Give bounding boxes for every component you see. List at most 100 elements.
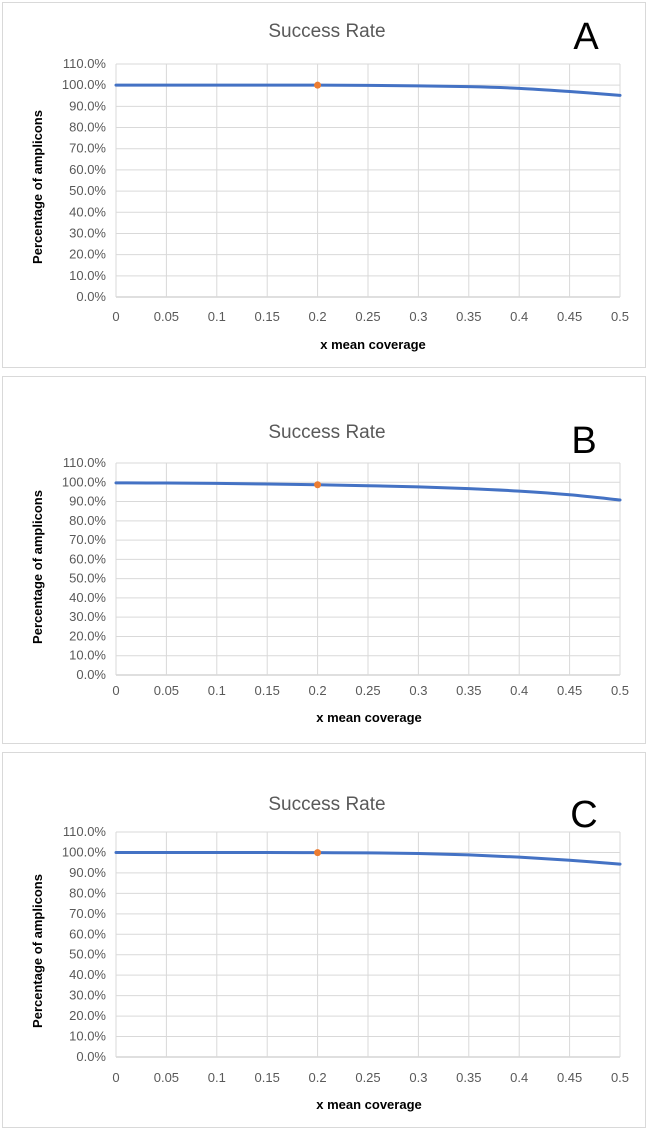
chart-title: Success Rate xyxy=(268,422,385,443)
x-tick-label: 0 xyxy=(112,309,119,324)
y-tick-label: 100.0% xyxy=(62,474,107,489)
chart-b-svg: Success Rate B 0.0% 10.0% 20.0% 30.0% 40.0% 5… xyxy=(30,420,629,725)
panel-letter: A xyxy=(573,16,599,58)
chart-c-svg: Success Rate C 0.0% 10.0% 20.0% 30.0% 40.0% 5… xyxy=(30,794,629,1112)
y-tick-label: 70.0% xyxy=(69,141,106,156)
y-tick-label: 30.0% xyxy=(69,988,106,1003)
y-tick-labels: 0.0% 10.0% 20.0% 30.0% 40.0% 50.0% 60.0% 70.0% 8… xyxy=(62,824,107,1064)
x-tick-label: 0.4 xyxy=(510,309,528,324)
y-tick-label: 110.0% xyxy=(63,56,107,71)
x-tick-label: 0.35 xyxy=(456,683,481,698)
x-tick-label: 0.1 xyxy=(208,1070,226,1085)
x-tick-label: 0.25 xyxy=(355,683,380,698)
y-tick-label: 80.0% xyxy=(69,120,106,135)
y-axis-label: Percentage of amplicons xyxy=(30,874,45,1028)
y-tick-label: 40.0% xyxy=(69,204,106,219)
x-tick-label: 0.2 xyxy=(309,309,327,324)
x-tick-label: 0.1 xyxy=(208,309,226,324)
y-tick-label: 50.0% xyxy=(69,571,106,586)
x-tick-label: 0.15 xyxy=(255,1070,280,1085)
y-tick-label: 10.0% xyxy=(69,648,106,663)
y-tick-label: 40.0% xyxy=(69,967,106,982)
y-tick-label: 80.0% xyxy=(69,885,106,900)
panel-letter: B xyxy=(571,420,596,462)
y-tick-label: 30.0% xyxy=(69,225,106,240)
x-tick-label: 0.25 xyxy=(355,1070,380,1085)
x-tick-label: 0.1 xyxy=(208,683,226,698)
x-tick-label: 0.45 xyxy=(557,1070,582,1085)
x-tick-label: 0.15 xyxy=(255,309,280,324)
y-tick-label: 50.0% xyxy=(69,947,106,962)
grid-lines xyxy=(115,831,621,1058)
x-axis-label: x mean coverage xyxy=(320,337,426,352)
x-tick-label: 0.4 xyxy=(510,683,528,698)
x-tick-label: 0.5 xyxy=(611,1070,629,1085)
y-tick-label: 40.0% xyxy=(69,590,106,605)
y-tick-label: 70.0% xyxy=(69,532,106,547)
y-tick-label: 90.0% xyxy=(69,865,106,880)
x-tick-label: 0.5 xyxy=(611,309,629,324)
x-axis-label: x mean coverage xyxy=(316,1097,422,1112)
y-tick-label: 90.0% xyxy=(69,98,106,113)
x-tick-label: 0 xyxy=(112,1070,119,1085)
x-tick-label: 0.4 xyxy=(510,1070,528,1085)
x-tick-labels: 0 0.05 0.1 0.15 0.2 0.25 0.3 0.35 0.4 0.45 0.5 xyxy=(112,683,629,698)
series-line xyxy=(114,850,622,866)
x-tick-labels: 0 0.05 0.1 0.15 0.2 0.25 0.3 0.35 0.4 0.45 0.5 xyxy=(112,309,629,324)
y-tick-labels: 0.0% 10.0% 20.0% 30.0% 40.0% 50.0% 60.0% 70.0% 8… xyxy=(62,56,107,304)
x-tick-label: 0.05 xyxy=(154,309,179,324)
y-tick-label: 20.0% xyxy=(69,247,106,262)
y-tick-label: 70.0% xyxy=(69,906,106,921)
x-tick-label: 0.3 xyxy=(409,309,427,324)
x-tick-label: 0.3 xyxy=(409,1070,427,1085)
series-line xyxy=(114,481,622,502)
y-tick-label: 100.0% xyxy=(62,77,107,92)
x-tick-label: 0.35 xyxy=(456,309,481,324)
x-tick-label: 0.45 xyxy=(557,309,582,324)
series-line xyxy=(114,83,622,97)
y-tick-label: 60.0% xyxy=(69,162,106,177)
chart-title: Success Rate xyxy=(268,794,385,815)
y-tick-label: 110.0% xyxy=(63,824,107,839)
y-axis-label: Percentage of amplicons xyxy=(30,490,45,644)
x-axis-label: x mean coverage xyxy=(316,710,422,725)
highlight-point xyxy=(314,849,322,857)
chart-a-svg: Success Rate A 0.0% 10.0% 20.0% 30.0% 40.0% 5… xyxy=(30,16,629,352)
chart-panel-b: Success Rate B 0.0% 10.0% 20.0% 30.0% 40.0% 5… xyxy=(2,376,646,744)
y-tick-label: 50.0% xyxy=(69,183,106,198)
y-tick-label: 80.0% xyxy=(69,513,106,528)
x-tick-label: 0.15 xyxy=(255,683,280,698)
panel-letter: C xyxy=(570,794,597,836)
highlight-point xyxy=(314,81,322,89)
y-tick-label: 30.0% xyxy=(69,609,106,624)
y-tick-label: 0.0% xyxy=(76,667,106,682)
chart-panel-c: Success Rate C 0.0% 10.0% 20.0% 30.0% 40.0% 5… xyxy=(2,752,646,1128)
chart-title: Success Rate xyxy=(268,21,385,42)
y-tick-label: 10.0% xyxy=(69,268,106,283)
x-tick-label: 0.3 xyxy=(409,683,427,698)
y-tick-label: 0.0% xyxy=(76,289,106,304)
x-tick-labels: 0 0.05 0.1 0.15 0.2 0.25 0.3 0.35 0.4 0.45 0.5 xyxy=(112,1070,629,1085)
y-tick-label: 90.0% xyxy=(69,494,106,509)
x-tick-label: 0.5 xyxy=(611,683,629,698)
highlight-point xyxy=(314,481,322,489)
y-tick-label: 100.0% xyxy=(62,844,107,859)
y-tick-label: 60.0% xyxy=(69,551,106,566)
y-tick-labels: 0.0% 10.0% 20.0% 30.0% 40.0% 50.0% 60.0% 70.0% 8… xyxy=(62,455,107,682)
series-layer xyxy=(114,849,622,866)
x-tick-label: 0.05 xyxy=(154,1070,179,1085)
x-tick-label: 0.35 xyxy=(456,1070,481,1085)
x-tick-label: 0.2 xyxy=(309,683,327,698)
x-tick-label: 0.45 xyxy=(557,683,582,698)
grid-lines xyxy=(115,63,621,298)
x-tick-label: 0.25 xyxy=(355,309,380,324)
y-axis-label: Percentage of amplicons xyxy=(30,110,45,264)
x-tick-label: 0.2 xyxy=(309,1070,327,1085)
y-tick-label: 60.0% xyxy=(69,926,106,941)
x-tick-label: 0.05 xyxy=(154,683,179,698)
y-tick-label: 10.0% xyxy=(69,1029,106,1044)
y-tick-label: 110.0% xyxy=(63,455,107,470)
x-tick-label: 0 xyxy=(112,683,119,698)
chart-panel-a: Success Rate A 0.0% 10.0% 20.0% 30.0% 40.0% 5… xyxy=(2,2,646,368)
series-layer xyxy=(114,481,622,502)
